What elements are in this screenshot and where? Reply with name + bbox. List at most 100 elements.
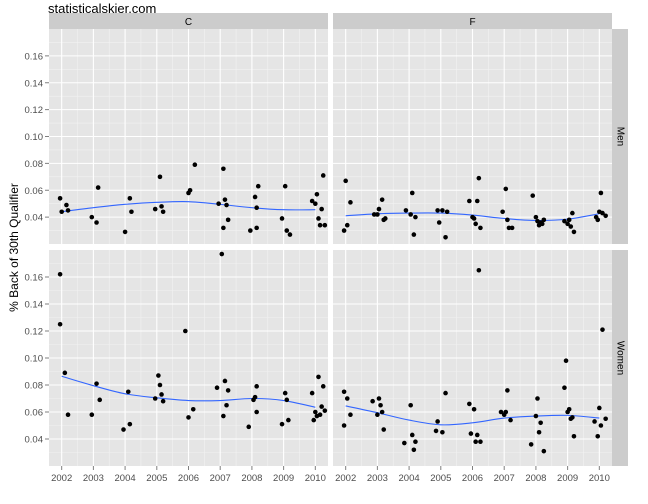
data-point xyxy=(287,232,293,237)
watermark-text: statisticalskier.com xyxy=(48,1,157,16)
data-point xyxy=(254,205,259,211)
data-point xyxy=(160,209,166,215)
x-tick-label: 2008 xyxy=(241,473,262,484)
data-point xyxy=(571,434,577,439)
data-point xyxy=(433,428,439,434)
data-point xyxy=(598,423,604,428)
data-point xyxy=(95,185,101,190)
data-point xyxy=(341,228,347,233)
data-point xyxy=(309,198,315,204)
data-point xyxy=(533,214,539,220)
data-point xyxy=(568,224,574,229)
x-tick-label: 2009 xyxy=(273,473,294,484)
y-tick-label: 0.04 xyxy=(25,213,44,224)
data-point xyxy=(375,412,380,418)
data-point xyxy=(89,412,95,418)
data-point xyxy=(186,415,191,420)
data-point xyxy=(222,378,228,384)
data-point xyxy=(436,220,442,225)
data-point xyxy=(129,209,134,215)
data-point xyxy=(246,424,252,430)
data-point xyxy=(62,370,68,376)
data-point xyxy=(152,396,158,401)
data-point xyxy=(282,183,288,189)
data-point xyxy=(539,221,545,227)
data-point xyxy=(565,221,570,227)
y-tick-label: 0.04 xyxy=(25,435,44,446)
data-point xyxy=(375,212,380,217)
x-tick-label: 2007 xyxy=(210,473,231,484)
data-point xyxy=(252,394,258,400)
x-tick-label: 2010 xyxy=(589,473,610,484)
smooth-line-C-Men xyxy=(61,201,316,213)
data-point xyxy=(468,431,474,436)
data-point xyxy=(252,194,258,200)
data-point xyxy=(224,202,229,208)
data-point xyxy=(478,439,483,445)
data-point xyxy=(348,412,353,418)
data-point xyxy=(160,398,166,404)
data-point xyxy=(216,201,221,206)
data-point xyxy=(473,439,478,445)
data-point xyxy=(566,407,572,412)
data-point xyxy=(122,229,128,235)
data-point xyxy=(530,193,536,198)
data-point xyxy=(348,200,353,205)
x-tick-label: 2004 xyxy=(115,473,136,484)
data-point xyxy=(187,187,193,193)
data-point xyxy=(279,421,285,427)
facet-strip-top-F xyxy=(333,13,612,29)
data-point xyxy=(282,390,288,396)
data-point xyxy=(221,166,226,172)
data-point xyxy=(125,389,131,395)
data-point xyxy=(121,427,126,432)
x-tick-label: 2005 xyxy=(430,473,451,484)
data-point xyxy=(222,197,228,202)
data-point xyxy=(409,190,415,196)
data-point xyxy=(94,381,99,386)
data-point xyxy=(159,392,164,397)
data-point xyxy=(505,388,510,393)
data-point xyxy=(506,225,512,231)
x-tick-label: 2002 xyxy=(335,473,356,484)
data-point xyxy=(311,417,317,423)
data-point xyxy=(538,420,543,426)
y-tick-label: 0.14 xyxy=(25,78,44,89)
x-tick-label: 2003 xyxy=(367,473,388,484)
data-point xyxy=(279,216,285,221)
data-point xyxy=(379,409,385,415)
x-tick-label: 2006 xyxy=(462,473,483,484)
data-point xyxy=(408,212,413,217)
x-tick-label: 2010 xyxy=(305,473,326,484)
data-point xyxy=(474,432,480,438)
data-point xyxy=(533,413,539,419)
data-point xyxy=(498,409,504,415)
data-point xyxy=(225,217,231,223)
y-tick-label: 0.10 xyxy=(25,354,44,365)
y-tick-label: 0.06 xyxy=(25,186,44,197)
data-point xyxy=(65,412,71,418)
data-point xyxy=(603,213,608,219)
x-tick-label: 2004 xyxy=(399,473,420,484)
data-point xyxy=(313,201,318,206)
data-point xyxy=(562,385,567,391)
data-point xyxy=(541,217,547,223)
data-point xyxy=(64,202,69,208)
data-point xyxy=(562,218,567,224)
data-point xyxy=(284,228,290,233)
data-point xyxy=(371,212,377,217)
data-point xyxy=(57,272,63,277)
data-point xyxy=(89,214,95,220)
data-point xyxy=(341,423,347,428)
data-point xyxy=(476,175,482,181)
data-point xyxy=(225,388,231,393)
data-point xyxy=(440,208,445,213)
data-point xyxy=(254,409,259,415)
data-point xyxy=(322,222,328,228)
y-tick-label: 0.06 xyxy=(25,408,44,419)
data-point xyxy=(57,196,63,201)
data-point xyxy=(156,373,161,378)
data-point xyxy=(214,385,220,391)
data-point xyxy=(317,222,323,228)
data-point xyxy=(344,396,350,401)
